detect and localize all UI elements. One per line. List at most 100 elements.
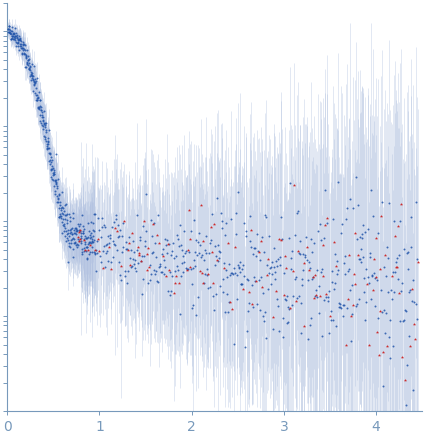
Point: [44, 141, 51, 148]
Point: [400, 246, 407, 253]
Point: [78, 229, 85, 236]
Point: [110, 241, 117, 248]
Point: [213, 195, 220, 202]
Point: [146, 264, 153, 271]
Point: [62, 215, 68, 222]
Point: [401, 317, 408, 324]
Point: [329, 268, 335, 275]
Point: [320, 235, 327, 242]
Point: [98, 215, 105, 222]
Point: [383, 342, 390, 349]
Point: [193, 237, 199, 244]
Point: [90, 211, 97, 218]
Point: [223, 266, 230, 273]
Point: [79, 248, 85, 255]
Point: [67, 229, 74, 236]
Point: [410, 277, 416, 284]
Point: [341, 253, 348, 260]
Point: [88, 239, 94, 246]
Point: [397, 317, 404, 324]
Point: [48, 166, 55, 173]
Point: [260, 312, 266, 319]
Point: [367, 187, 374, 194]
Point: [29, 72, 36, 79]
Point: [9, 24, 16, 31]
Point: [26, 73, 33, 80]
Point: [34, 91, 41, 98]
Point: [207, 237, 214, 244]
Point: [20, 45, 27, 52]
Point: [21, 64, 28, 71]
Point: [373, 235, 380, 242]
Point: [253, 278, 260, 285]
Point: [136, 236, 143, 243]
Point: [126, 239, 133, 246]
Point: [392, 269, 399, 276]
Point: [243, 228, 249, 235]
Point: [357, 233, 364, 240]
Point: [364, 226, 371, 233]
Point: [22, 46, 28, 53]
Point: [89, 238, 96, 245]
Point: [133, 212, 140, 219]
Point: [91, 210, 98, 217]
Point: [181, 258, 187, 265]
Point: [99, 224, 105, 231]
Point: [60, 215, 67, 222]
Point: [21, 40, 28, 47]
Point: [88, 243, 95, 250]
Point: [13, 42, 20, 49]
Point: [47, 153, 54, 160]
Point: [271, 275, 278, 282]
Point: [280, 314, 286, 321]
Point: [141, 253, 148, 260]
Point: [187, 264, 194, 271]
Point: [154, 212, 161, 219]
Point: [77, 239, 84, 246]
Point: [238, 280, 245, 287]
Point: [24, 52, 31, 59]
Point: [326, 313, 333, 320]
Point: [249, 251, 256, 258]
Point: [319, 266, 326, 273]
Point: [194, 238, 201, 245]
Point: [39, 112, 45, 119]
Point: [95, 215, 102, 222]
Point: [104, 248, 111, 255]
Point: [145, 245, 152, 252]
Point: [84, 255, 91, 262]
Point: [27, 64, 34, 71]
Point: [246, 212, 253, 219]
Point: [75, 229, 82, 236]
Point: [90, 232, 96, 239]
Point: [411, 336, 418, 343]
Point: [303, 257, 310, 264]
Point: [14, 36, 21, 43]
Point: [214, 257, 221, 264]
Point: [266, 270, 272, 277]
Point: [259, 234, 266, 241]
Point: [158, 250, 165, 257]
Point: [50, 171, 57, 178]
Point: [6, 25, 13, 32]
Point: [308, 235, 314, 242]
Point: [46, 149, 53, 156]
Point: [19, 50, 26, 57]
Point: [218, 218, 225, 225]
Point: [40, 119, 47, 126]
Point: [83, 243, 90, 250]
Point: [218, 224, 225, 231]
Point: [73, 243, 80, 250]
Point: [17, 37, 23, 44]
Point: [367, 253, 374, 260]
Point: [380, 264, 387, 271]
Point: [350, 302, 357, 309]
Point: [408, 297, 415, 304]
Point: [361, 275, 368, 282]
Point: [335, 304, 342, 311]
Point: [26, 66, 33, 73]
Point: [286, 235, 293, 242]
Point: [299, 276, 306, 283]
Point: [76, 238, 82, 245]
Point: [68, 235, 75, 242]
